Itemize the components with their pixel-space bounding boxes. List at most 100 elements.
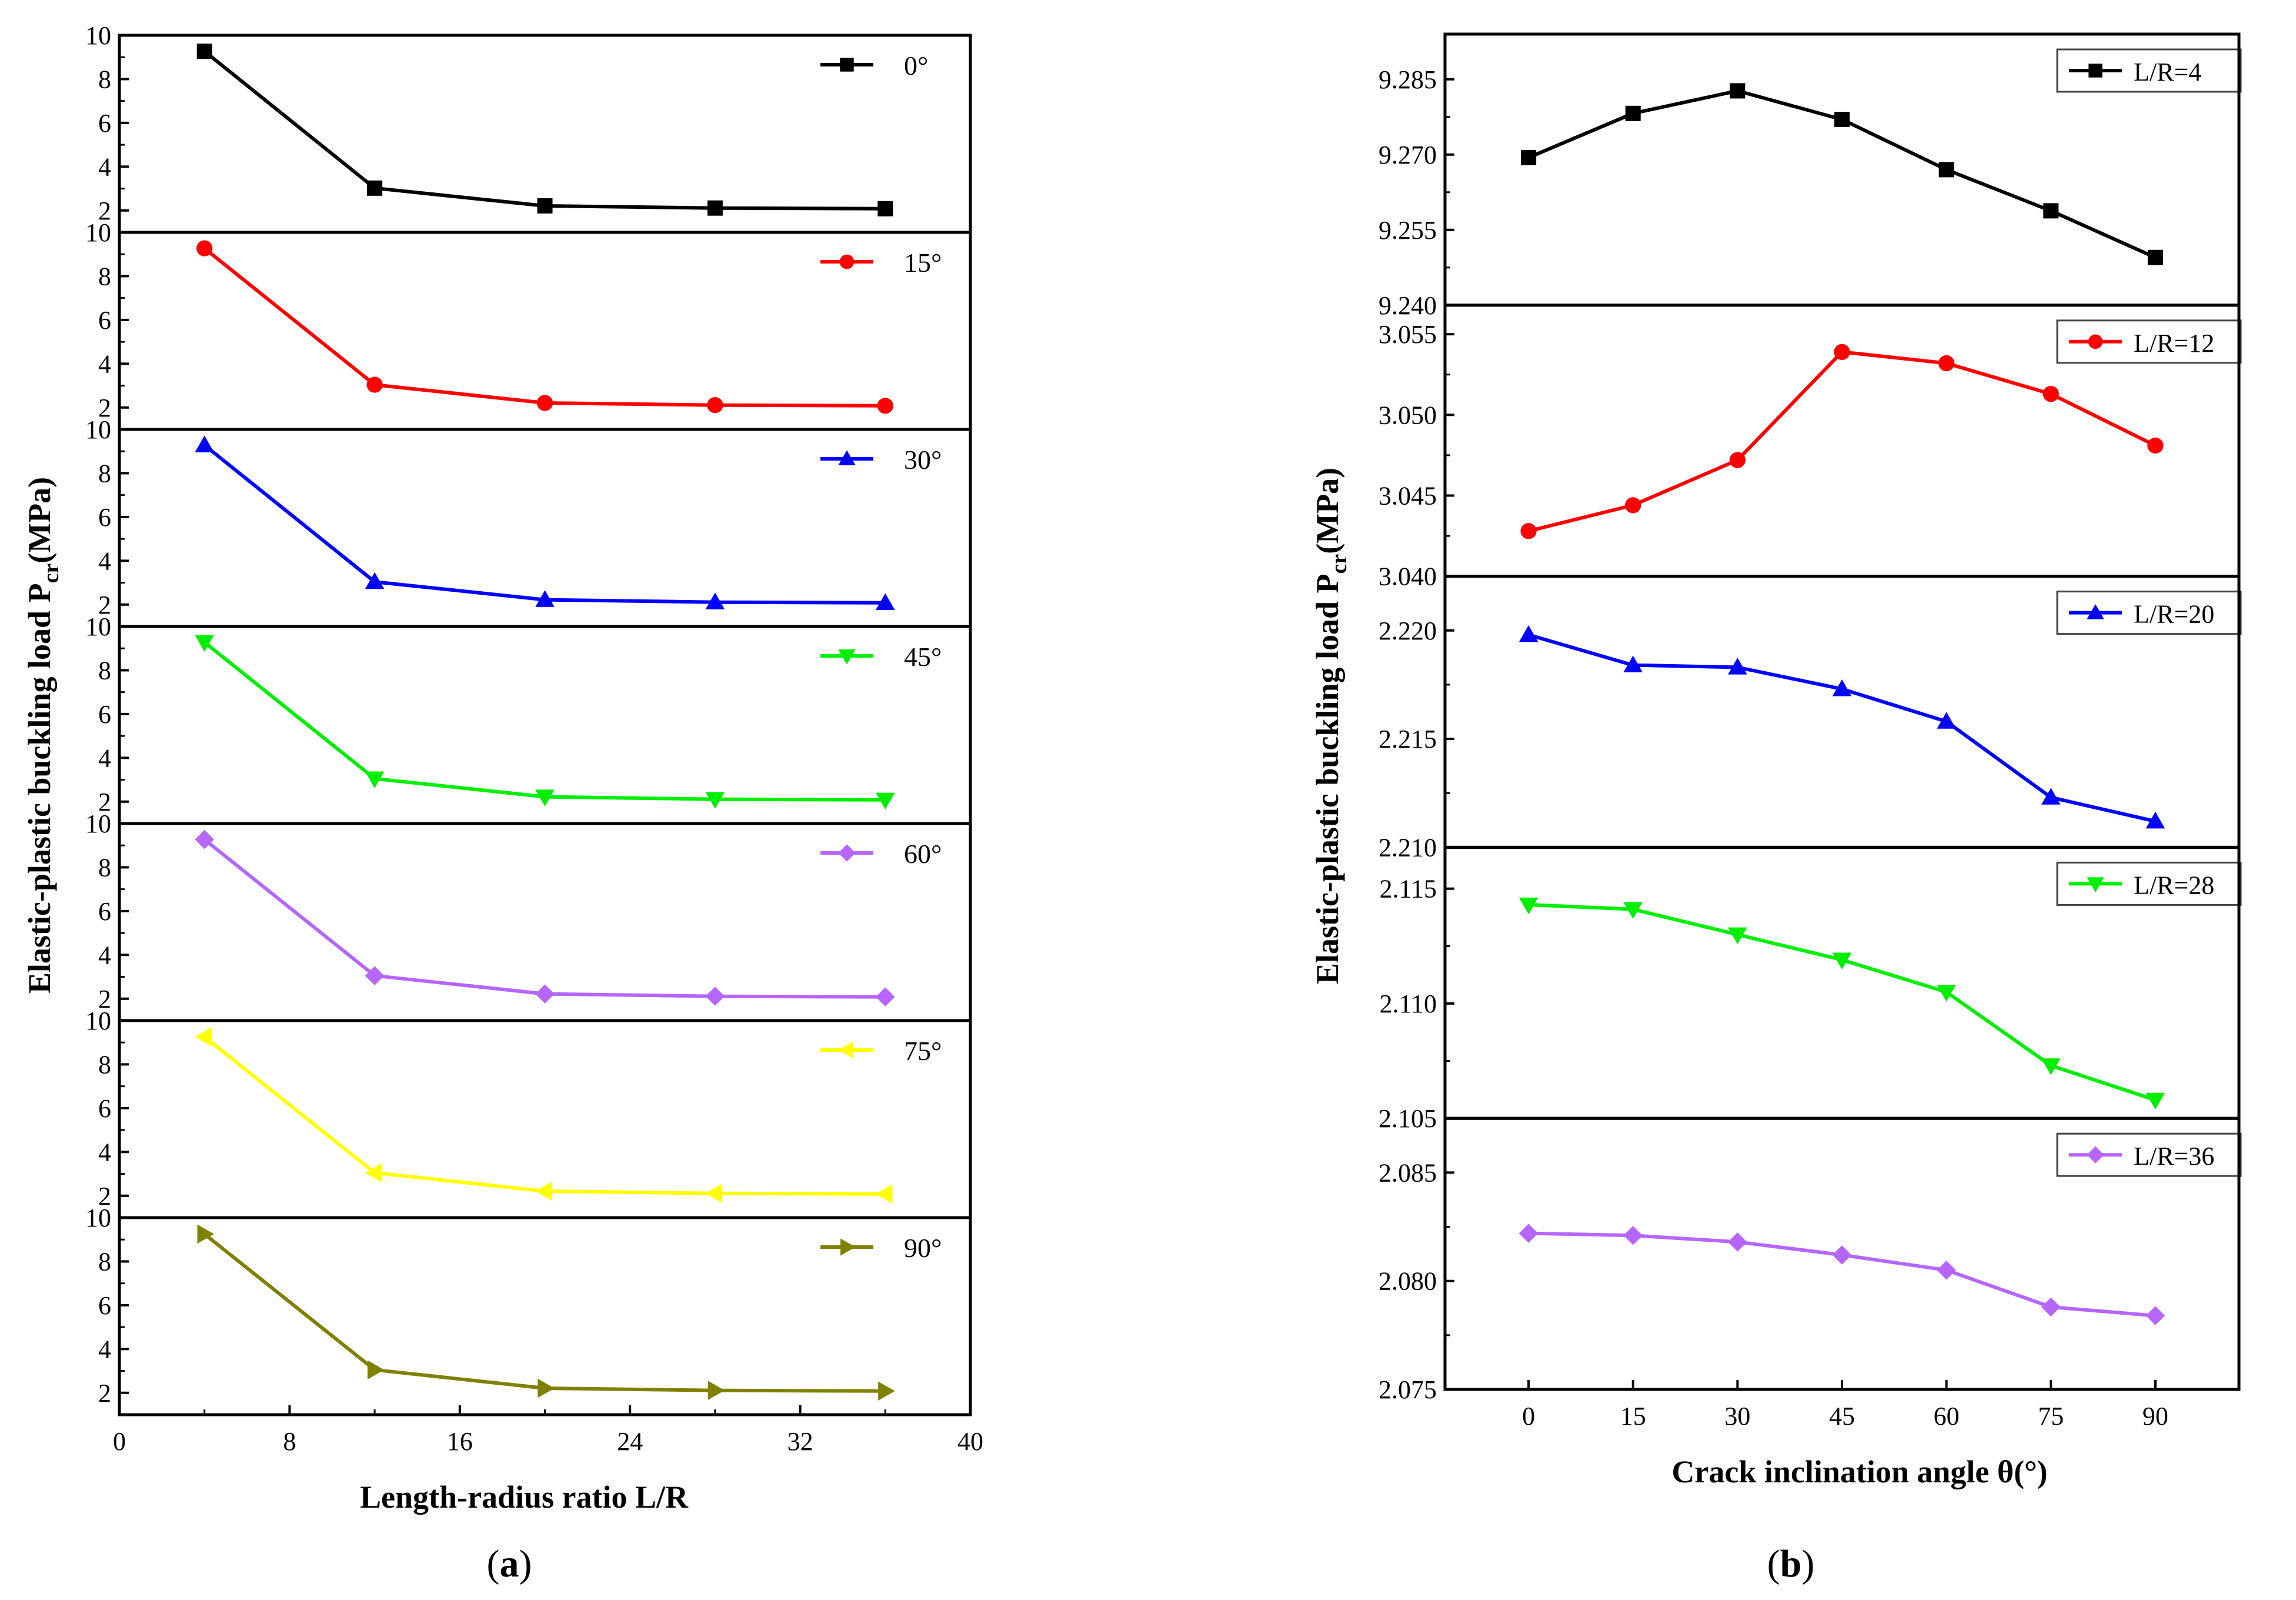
data-point [2145, 811, 2165, 829]
data-point [876, 1184, 893, 1204]
legend-label: 15° [904, 248, 942, 278]
data-point [2147, 249, 2163, 265]
legend-label: L/R=36 [2134, 1142, 2214, 1171]
data-point [2147, 437, 2164, 454]
legend-label: 0° [904, 51, 928, 81]
data-point [1730, 83, 1746, 99]
y-tick-label: 10 [85, 218, 111, 247]
legend-marker [840, 1238, 856, 1256]
y-tick-label: 6 [98, 109, 111, 138]
chart-b-x-axis: 0 15 30 45 60 75 90 [1522, 1380, 2168, 1431]
chart-b-y-axis-label: Elastic-plastic buckling load Pcr(MPa) [1310, 468, 1351, 984]
data-point [1519, 897, 1539, 915]
data-point [705, 1184, 723, 1203]
data-point [705, 592, 725, 609]
y-tick-label: 8 [98, 853, 111, 882]
y-tick-label: 2 [98, 394, 111, 422]
chart-b-panel-4: 2.105 2.110 2.115 L/R=28 [1379, 845, 2242, 1133]
data-point [878, 1381, 895, 1401]
data-point [1937, 985, 1956, 1002]
legend-marker [838, 649, 856, 665]
y-tick-label: 2.115 [1380, 875, 1437, 904]
chart-b-x-axis-label: Crack inclination angle θ(°) [1671, 1454, 2047, 1489]
data-point [1937, 712, 1956, 729]
data-point [705, 986, 725, 1006]
chart-a-y-axis-label-main: Elastic-plastic buckling load P [22, 584, 57, 994]
x-tick-label: 30 [1724, 1402, 1750, 1431]
data-point [2041, 1058, 2061, 1075]
y-tick-label: 2.105 [1379, 1104, 1437, 1133]
data-point [536, 395, 553, 411]
x-tick-label: 15 [1620, 1402, 1646, 1431]
y-tick-label: 2 [98, 591, 111, 619]
legend-label: L/R=20 [2134, 600, 2214, 629]
data-point [538, 1378, 555, 1398]
chart-a-x-axis: 0 8 16 24 32 40 [113, 1405, 983, 1456]
data-point [1520, 523, 1537, 539]
data-point [1728, 1232, 1747, 1252]
data-point [195, 435, 214, 452]
x-tick-label: 0 [113, 1427, 126, 1456]
chart-a-x-axis-label: Length-radius ratio L/R [360, 1479, 689, 1515]
y-tick-label: 2 [98, 788, 111, 816]
data-point [367, 1360, 385, 1379]
chart-a-panel-7: 2 4 6 8 10 90° [85, 1204, 972, 1416]
data-point [707, 397, 723, 414]
y-tick-label: 8 [98, 656, 111, 685]
y-tick-label: 2 [98, 1182, 111, 1211]
y-tick-label: 4 [98, 1335, 111, 1364]
chart-a-y-axis-label-unit: (MPa) [22, 477, 57, 564]
chart-b-panel-3: 2.210 2.215 2.220 L/R=20 [1379, 575, 2242, 862]
data-point [195, 1027, 212, 1046]
chart-b-panel-2: 3.040 3.045 3.050 3.055 L/R=12 [1379, 304, 2242, 591]
data-point [1832, 1245, 1852, 1265]
legend-label: 60° [904, 839, 942, 869]
data-point [1625, 105, 1641, 121]
data-point [1834, 344, 1850, 360]
data-point [1521, 149, 1537, 165]
data-point [195, 829, 214, 849]
data-point [2043, 386, 2059, 402]
y-tick-label: 6 [98, 1291, 111, 1320]
x-tick-label: 45 [1829, 1402, 1855, 1431]
data-point [196, 44, 212, 59]
data-point [876, 792, 895, 810]
chart-a: 2468100°24681015°24681030°24681045°24681… [22, 21, 983, 1585]
y-tick-label: 10 [85, 809, 111, 838]
data-point [2041, 1297, 2061, 1317]
y-tick-label: 3.055 [1379, 320, 1437, 349]
data-point [196, 240, 213, 256]
y-tick-label: 6 [98, 1094, 111, 1123]
chart-a-y-axis-label: Elastic-plastic buckling load Pcr(MPa) [22, 477, 64, 994]
legend-marker [838, 1041, 853, 1059]
y-tick-label: 9.285 [1379, 65, 1437, 94]
chart-a-panels: 2 4 6 8 10 0° 2 4 6 8 10 15° 2 4 6 8 10 30° 2 4 6 8 10 45° 2 4 6 8 1… [85, 21, 972, 1416]
legend-label: 30° [904, 445, 942, 475]
y-tick-label: 4 [98, 546, 111, 575]
chart-a-panel-5: 2 4 6 8 10 60° [85, 809, 972, 1022]
y-tick-label: 10 [85, 1006, 111, 1035]
data-point [2043, 203, 2059, 219]
chart-b-y-axis-label-main: Elastic-plastic buckling load P [1310, 574, 1345, 985]
data-point [535, 789, 555, 806]
x-tick-label: 16 [447, 1427, 473, 1456]
x-tick-label: 40 [957, 1427, 983, 1456]
y-tick-label: 6 [98, 503, 111, 532]
legend-label: 45° [904, 642, 942, 672]
chart-a-y-axis-label-sub: cr [39, 564, 64, 584]
y-tick-label: 2 [98, 1379, 111, 1408]
x-tick-label: 0 [1522, 1402, 1535, 1431]
legend-marker [2087, 877, 2104, 893]
data-point [1938, 162, 1954, 178]
data-point [705, 792, 725, 809]
data-point [365, 966, 385, 985]
y-tick-label: 2.215 [1379, 725, 1437, 754]
y-tick-label: 8 [98, 1050, 111, 1079]
data-point [1938, 355, 1955, 372]
data-point [2145, 1092, 2165, 1110]
x-tick-label: 60 [1934, 1402, 1960, 1431]
data-point [537, 198, 553, 214]
legend-label: L/R=12 [2134, 329, 2214, 358]
data-point [535, 1181, 552, 1201]
